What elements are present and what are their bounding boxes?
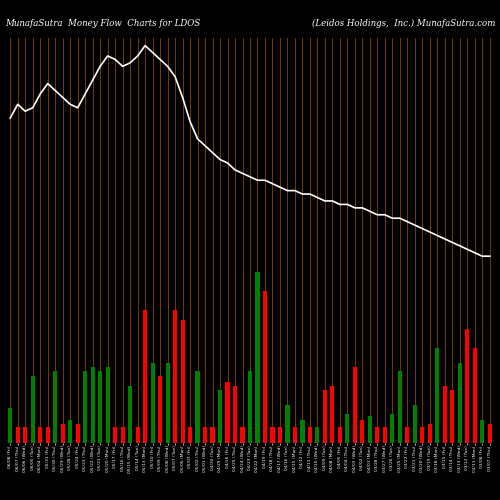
Bar — [23, 428, 28, 442]
Bar — [143, 310, 147, 442]
Bar — [233, 386, 237, 442]
Bar — [106, 367, 110, 442]
Bar — [278, 428, 282, 442]
Bar — [293, 428, 297, 442]
Bar — [173, 310, 177, 442]
Bar — [188, 428, 192, 442]
Bar — [128, 386, 132, 442]
Bar — [68, 420, 72, 442]
Bar — [113, 428, 117, 442]
Bar — [360, 420, 364, 442]
Bar — [210, 428, 214, 442]
Bar — [218, 390, 222, 442]
Bar — [180, 320, 184, 442]
Text: (Leidos Holdings,  Inc.) MunafaSutra.com: (Leidos Holdings, Inc.) MunafaSutra.com — [312, 19, 495, 28]
Bar — [330, 386, 334, 442]
Bar — [346, 414, 350, 442]
Bar — [442, 386, 447, 442]
Bar — [98, 370, 102, 442]
Bar — [83, 370, 87, 442]
Bar — [60, 424, 65, 442]
Bar — [196, 370, 200, 442]
Bar — [16, 428, 20, 442]
Bar — [38, 428, 42, 442]
Bar — [316, 428, 320, 442]
Bar — [203, 428, 207, 442]
Bar — [256, 272, 260, 442]
Bar — [240, 428, 244, 442]
Bar — [398, 370, 402, 442]
Text: MunafaSutra  Money Flow  Charts for LDOS: MunafaSutra Money Flow Charts for LDOS — [5, 19, 200, 28]
Bar — [270, 428, 274, 442]
Bar — [286, 404, 290, 442]
Bar — [338, 428, 342, 442]
Bar — [368, 416, 372, 442]
Bar — [53, 370, 58, 442]
Bar — [472, 348, 477, 442]
Bar — [420, 428, 424, 442]
Bar — [406, 428, 409, 442]
Bar — [263, 292, 267, 442]
Bar — [158, 376, 162, 442]
Bar — [465, 329, 469, 442]
Bar — [166, 363, 170, 442]
Bar — [46, 428, 50, 442]
Bar — [90, 367, 94, 442]
Bar — [76, 424, 80, 442]
Bar — [480, 420, 484, 442]
Bar — [248, 370, 252, 442]
Bar — [308, 428, 312, 442]
Bar — [390, 414, 394, 442]
Bar — [435, 348, 440, 442]
Bar — [8, 408, 12, 442]
Bar — [323, 390, 327, 442]
Bar — [136, 428, 140, 442]
Bar — [413, 404, 417, 442]
Bar — [488, 424, 492, 442]
Bar — [383, 428, 387, 442]
Bar — [30, 376, 35, 442]
Bar — [458, 363, 462, 442]
Bar — [450, 390, 454, 442]
Bar — [226, 382, 230, 442]
Bar — [120, 428, 124, 442]
Bar — [428, 424, 432, 442]
Bar — [150, 363, 154, 442]
Bar — [300, 420, 304, 442]
Bar — [353, 367, 357, 442]
Bar — [376, 428, 380, 442]
